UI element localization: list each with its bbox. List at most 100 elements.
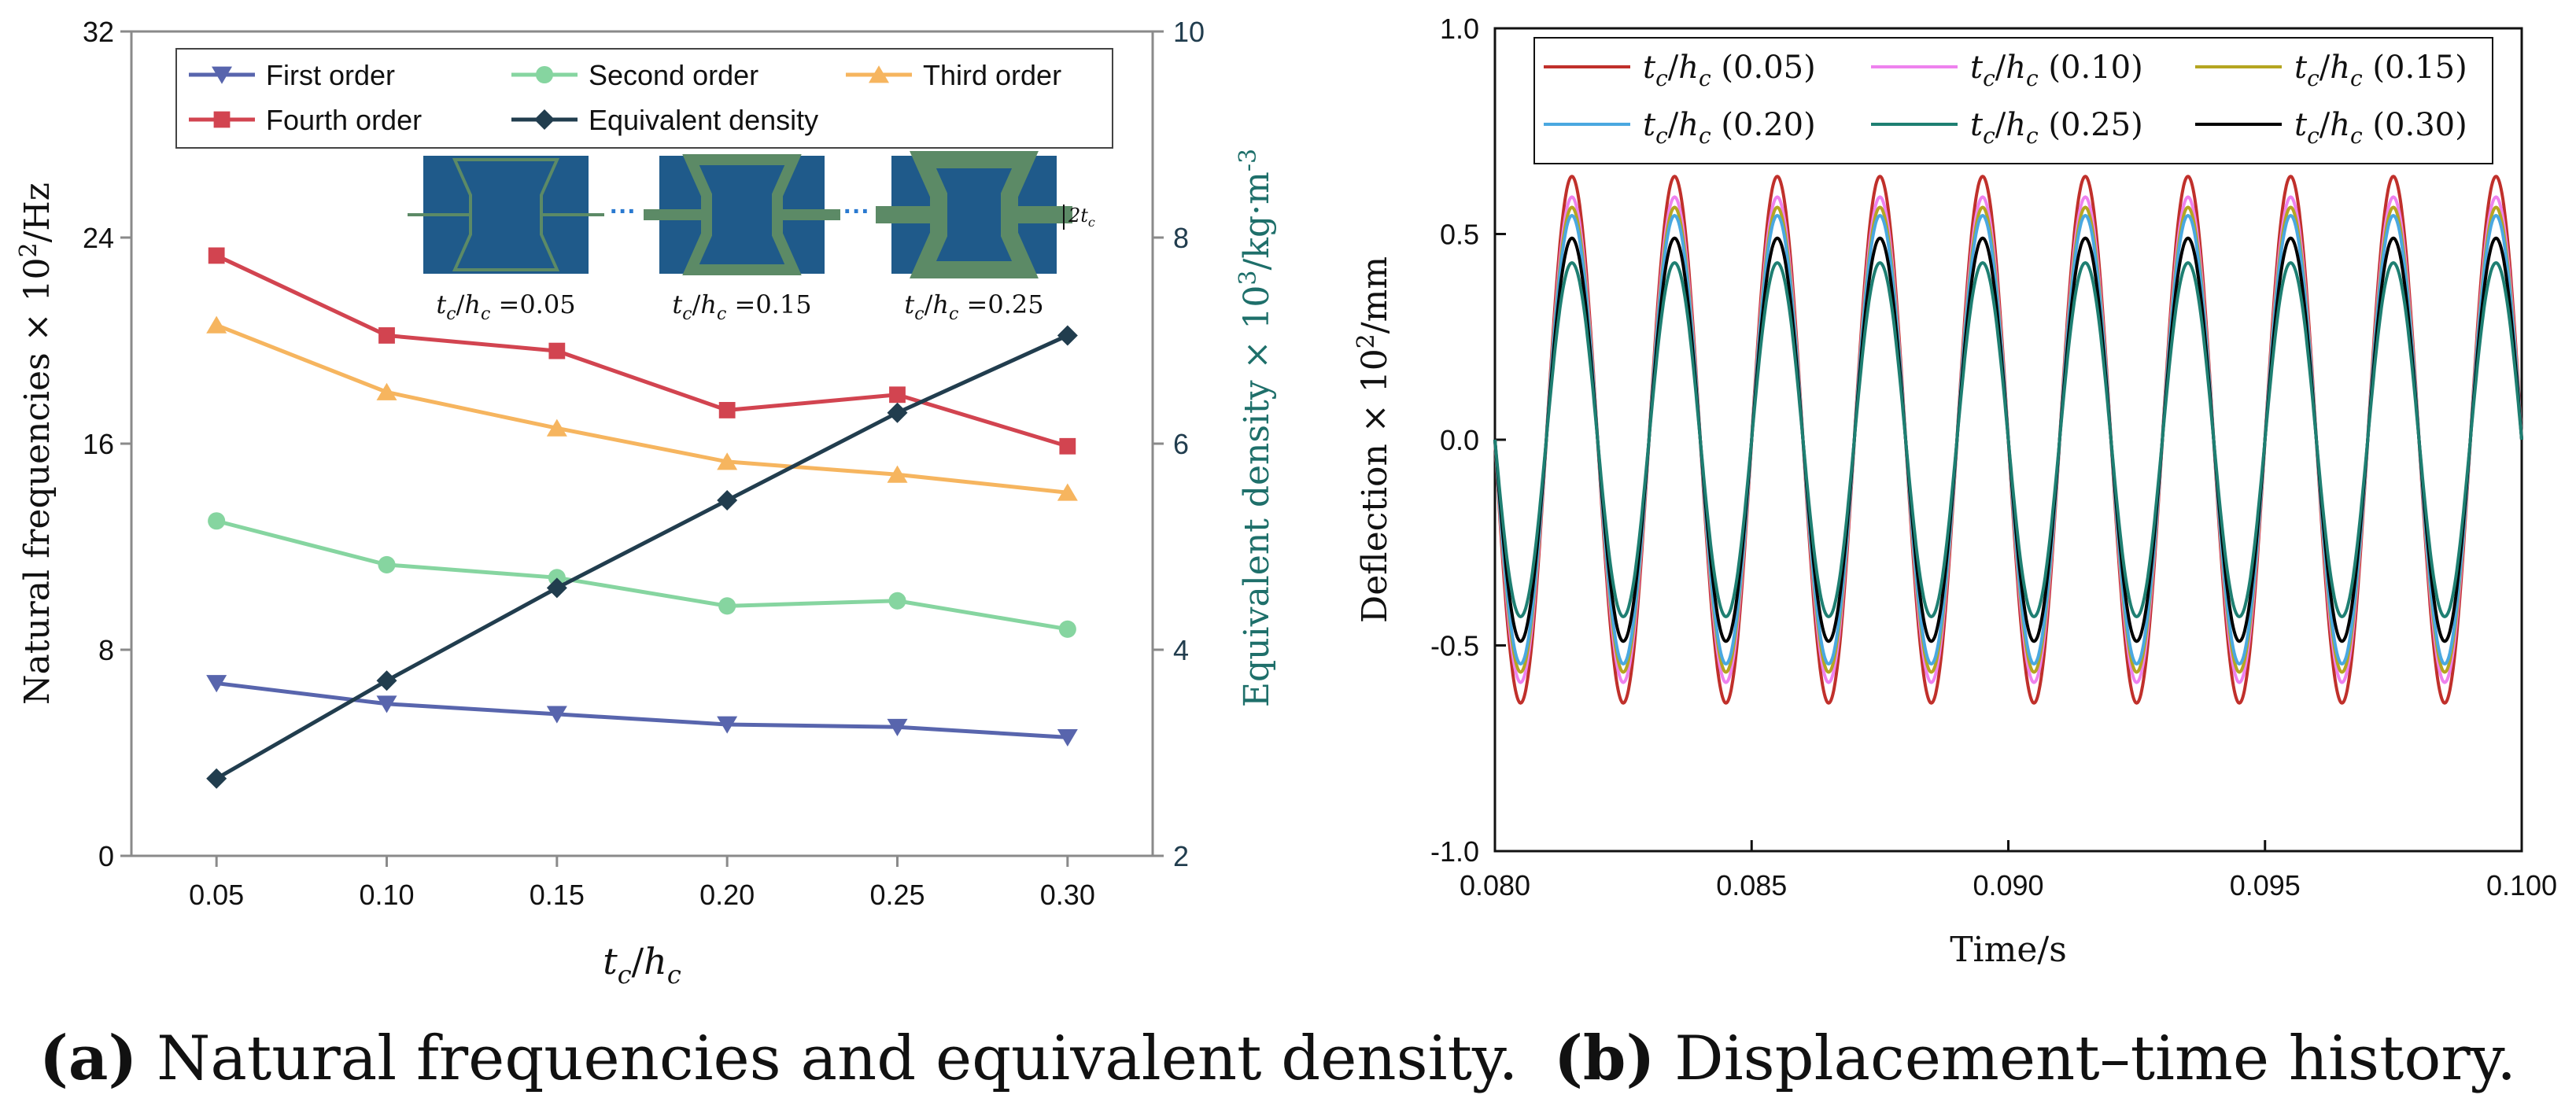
x-tick-label: 0.30: [1040, 879, 1095, 911]
legend-label: Equivalent density: [589, 104, 818, 136]
legend-swatch-marker: [212, 66, 232, 84]
data-point: [717, 490, 738, 511]
y-right-tick-label: 8: [1173, 222, 1189, 254]
legend-entry: First order: [189, 59, 395, 91]
y-axis-label: Deflection × 102/mm: [1353, 256, 1395, 623]
x-tick-label: 0.095: [2230, 869, 2301, 901]
y-right-axis-label: Equivalent density × 103/kg·m-3: [1234, 149, 1277, 707]
legend-swatch-marker: [534, 109, 555, 130]
data-point: [1059, 437, 1076, 455]
legend-entry: Second order: [511, 59, 758, 91]
x-tick-label: 0.05: [189, 879, 244, 911]
caption-a-label: (a): [39, 1023, 138, 1094]
legend-label: tc/hc (0.10): [1970, 50, 2143, 91]
legend-entry: Fourth order: [189, 104, 422, 136]
legend-entry: Equivalent density: [511, 104, 818, 136]
data-point: [888, 592, 906, 610]
data-point: [546, 577, 567, 599]
legend-frame: [1533, 37, 2493, 164]
legend-entry: tc/hc (0.30): [2195, 107, 2467, 149]
inset-cell: [644, 154, 840, 275]
y-tick-label: -0.5: [1430, 630, 1479, 662]
inset-label: tc/hc =0.25: [904, 289, 1043, 324]
inset-ellipsis: ···: [610, 197, 637, 227]
y-left-axis-label: Natural frequencies × 102/Hz: [15, 182, 57, 705]
data-point: [889, 386, 906, 404]
data-point: [887, 718, 908, 736]
legend: First order Second order Third order Fourth…: [175, 48, 1113, 149]
data-point: [378, 555, 396, 573]
caption-a-text: Natural frequencies and equivalent densi…: [137, 1023, 1519, 1094]
data-point: [887, 465, 908, 483]
legend-swatch-marker: [213, 111, 231, 128]
data-point: [718, 597, 736, 615]
data-point: [376, 670, 397, 691]
legend-entry: tc/hc (0.20): [1544, 107, 1816, 149]
data-point: [1057, 483, 1078, 501]
legend-label: tc/hc (0.20): [1643, 107, 1816, 149]
series-line: [215, 334, 1068, 780]
data-point: [206, 315, 227, 334]
x-tick-label: 0.25: [869, 879, 924, 911]
legend-label: tc/hc (0.30): [2294, 107, 2467, 149]
data-point: [208, 247, 225, 264]
chart-b: -1.0 -0.5 0.0 0.5 1.0 0.080 0.085 0.090 0.095 0.1…: [1353, 13, 2557, 970]
series-curve: [1493, 261, 2523, 618]
series-line: [216, 253, 1068, 448]
inset-ellipsis: ···: [843, 197, 870, 227]
y-right-tick-label: 10: [1173, 16, 1205, 48]
legend-label: First order: [266, 59, 395, 91]
y-tick-label: 0.0: [1440, 424, 1479, 456]
series-third-order: [206, 315, 1078, 501]
y-tick-label: -1.0: [1430, 835, 1479, 868]
data-point: [1057, 728, 1078, 747]
x-tick-label: 0.090: [1973, 869, 2043, 901]
legend-label: Third order: [923, 59, 1061, 91]
legend-entry: Third order: [846, 59, 1061, 91]
data-point: [717, 452, 738, 470]
y-right-tick-label: 6: [1173, 428, 1189, 460]
caption-a: (a) Natural frequencies and equivalent d…: [39, 1023, 1518, 1094]
legend-swatch-marker: [535, 65, 554, 84]
inset-cell-wall: [682, 154, 802, 275]
data-point: [887, 402, 908, 423]
legend-entry: tc/hc (0.05): [1544, 50, 1816, 91]
y-left-tick-label: 16: [83, 428, 114, 460]
data-point: [718, 402, 736, 418]
data-point: [548, 342, 566, 359]
inset-cell: [876, 151, 1072, 278]
data-point: [546, 706, 567, 724]
legend-label: Second order: [589, 59, 758, 91]
series-first-order: [206, 675, 1078, 747]
y-right-tick-label: 4: [1173, 634, 1189, 666]
legend-label: tc/hc (0.15): [2294, 50, 2467, 91]
legend: tc/hc (0.05) tc/hc (0.10) tc/hc (0.15) tc/h…: [1533, 37, 2493, 164]
legend-entry: tc/hc (0.15): [2195, 50, 2467, 91]
inset-dimension-label: 2tc: [1068, 205, 1095, 230]
inset-label: tc/hc =0.15: [672, 289, 811, 324]
data-point: [376, 695, 397, 713]
legend-entry: tc/hc (0.10): [1871, 50, 2143, 91]
legend-swatch-marker: [869, 65, 889, 83]
series-line: [216, 323, 1068, 495]
caption-b-text: Displacement–time history.: [1655, 1023, 2517, 1094]
inset-diagram: tc/hc =0.05 tc/hc =0.15 tc/hc =0.25 ··· ··· 2…: [408, 151, 1095, 324]
legend-label: Fourth order: [266, 104, 422, 136]
inset-cell-wall: [452, 158, 560, 271]
data-point: [546, 418, 567, 437]
series-line: [216, 681, 1068, 739]
data-point: [1058, 620, 1076, 638]
legend-label: tc/hc (0.25): [1970, 107, 2143, 149]
legend-label: tc/hc (0.05): [1643, 50, 1816, 91]
x-tick-label: 0.080: [1460, 869, 1530, 901]
series-second-order: [208, 512, 1076, 638]
caption-b: (b) Displacement–time history.: [1554, 1023, 2516, 1094]
y-tick-label: 0.5: [1440, 219, 1479, 251]
data-point: [208, 512, 226, 530]
x-tick-label: 0.10: [359, 879, 414, 911]
x-tick-label: 0.15: [530, 879, 585, 911]
data-point: [206, 675, 227, 693]
x-axis-label: Time/s: [1950, 930, 2067, 970]
